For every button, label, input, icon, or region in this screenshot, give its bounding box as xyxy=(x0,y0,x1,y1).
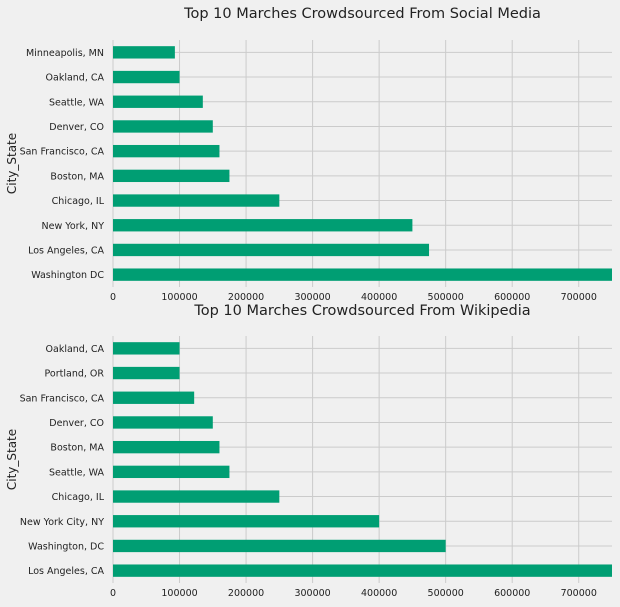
x-tick-label: 0 xyxy=(110,588,116,599)
category-label: Oakland, CA xyxy=(46,344,105,355)
category-label: New York City, NY xyxy=(20,517,104,528)
x-tick-label: 300000 xyxy=(294,588,330,599)
x-tick-label: 200000 xyxy=(228,292,264,303)
bar xyxy=(113,515,380,528)
bar xyxy=(113,144,220,158)
bar xyxy=(113,243,430,257)
bar xyxy=(113,539,446,553)
category-label: Seattle, WA xyxy=(49,467,105,478)
category-label: Boston, MA xyxy=(50,443,104,454)
x-tick-label: 200000 xyxy=(228,588,264,599)
category-label: Washington DC xyxy=(31,270,104,281)
x-tick-label: 700000 xyxy=(561,588,597,599)
category-label: Oakland, CA xyxy=(46,73,105,84)
x-tick-label: 100000 xyxy=(161,588,197,599)
x-tick-label: 600000 xyxy=(494,588,530,599)
chart-title: Top 10 Marches Crowdsourced From Wikiped… xyxy=(193,303,530,319)
x-tick-label: 600000 xyxy=(494,292,530,303)
chart-title: Top 10 Marches Crowdsourced From Social … xyxy=(183,6,541,22)
social-media-chart: 0 100000 200000 300000 400000 500000 600000 700… xyxy=(5,6,612,303)
bar xyxy=(113,342,180,355)
bar xyxy=(113,95,203,108)
y-axis-label: City_State xyxy=(5,133,19,194)
bar xyxy=(113,564,612,577)
bar xyxy=(113,465,230,479)
category-label: San Francisco, CA xyxy=(20,393,105,404)
category-label: Seattle, WA xyxy=(49,97,105,108)
x-tick-label: 500000 xyxy=(428,292,464,303)
y-axis-label: City_State xyxy=(5,429,19,490)
bar xyxy=(113,46,175,59)
category-label: Portland, OR xyxy=(45,369,105,380)
category-label: Los Angeles, CA xyxy=(28,245,104,256)
category-label: Washington, DC xyxy=(28,541,104,552)
category-label: New York, NY xyxy=(42,221,105,232)
x-tick-label: 400000 xyxy=(361,588,397,599)
bar xyxy=(113,490,280,503)
bar xyxy=(113,120,213,133)
x-tick-label: 300000 xyxy=(294,292,330,303)
x-tick-label: 400000 xyxy=(361,292,397,303)
category-label: San Francisco, CA xyxy=(20,147,105,158)
bar xyxy=(113,70,180,84)
category-label: Los Angeles, CA xyxy=(28,566,104,577)
category-label: Chicago, IL xyxy=(52,492,105,503)
x-tick-label: 0 xyxy=(110,292,116,303)
category-label: Boston, MA xyxy=(50,171,104,182)
bar xyxy=(113,366,180,380)
category-label: Denver, CO xyxy=(49,122,104,133)
bar xyxy=(113,268,612,281)
category-label: Chicago, IL xyxy=(52,196,105,207)
wikipedia-chart: 0 100000 200000 300000 400000 500000 600000 700… xyxy=(5,303,612,599)
bar xyxy=(113,194,280,207)
bar xyxy=(113,219,413,232)
x-tick-label: 500000 xyxy=(428,588,464,599)
category-label: Minneapolis, MN xyxy=(26,48,104,59)
bar xyxy=(113,440,220,454)
bar xyxy=(113,416,213,429)
bar xyxy=(113,169,230,183)
x-tick-label: 100000 xyxy=(161,292,197,303)
x-tick-label: 700000 xyxy=(561,292,597,303)
category-label: Denver, CO xyxy=(49,418,104,429)
bar xyxy=(113,391,195,404)
